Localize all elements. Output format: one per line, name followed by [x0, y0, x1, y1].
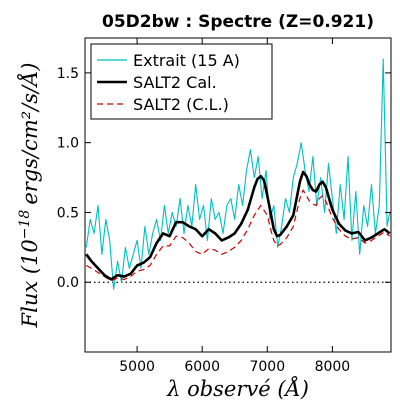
y-axis-label-prefix: Flux (10: [18, 239, 42, 328]
y-axis-label-exponent: −18: [17, 210, 33, 240]
chart-title: 05D2bw : Spectre (Z=0.921): [102, 12, 374, 32]
x-tick-label: 6000: [184, 359, 220, 375]
series-line-extrait: [85, 58, 391, 290]
legend-label: SALT2 (C.L.): [133, 95, 229, 114]
legend: Extrait (15 A) SALT2 Cal. SALT2 (C.L.): [90, 43, 273, 120]
y-tick-label: 1.0: [57, 136, 79, 152]
y-axis-label-suffix: ergs/cm²/s/Å): [17, 63, 42, 205]
x-tick-label: 7000: [249, 359, 285, 375]
y-tick-label: 0.0: [57, 275, 79, 291]
series-line-salt2-cal: [85, 170, 391, 281]
x-tick-label: 5000: [119, 359, 155, 375]
series-layer: [85, 58, 391, 290]
y-axis-label: Flux (10−18 ergs/cm²/s/Å): [17, 63, 42, 329]
series-line-salt2-cl: [86, 189, 391, 282]
x-axis-label: λ observé (Å): [166, 376, 309, 400]
y-tick-label: 0.5: [57, 205, 79, 221]
x-tick-label: 8000: [315, 359, 351, 375]
y-tick-label: 1.5: [57, 66, 79, 82]
legend-item-salt2-cal: SALT2 Cal.: [97, 73, 217, 92]
legend-item-salt2-cl: SALT2 (C.L.): [97, 95, 229, 114]
legend-item-extrait: Extrait (15 A): [97, 51, 240, 70]
ticks-layer: 5000 6000 7000 8000 0.0 0.5 1.0 1.5: [57, 38, 391, 375]
legend-label: SALT2 Cal.: [133, 73, 217, 92]
legend-label: Extrait (15 A): [133, 51, 240, 70]
legend-items: Extrait (15 A) SALT2 Cal. SALT2 (C.L.): [97, 51, 240, 114]
plot-frame: [84, 37, 392, 353]
